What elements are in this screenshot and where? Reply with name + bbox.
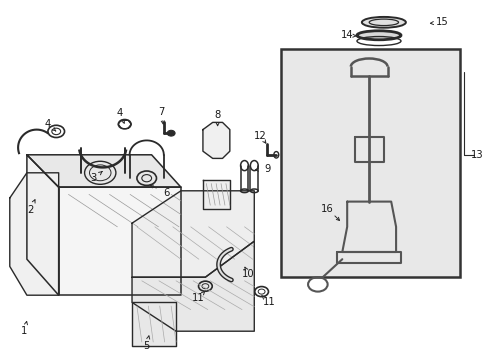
Polygon shape (354, 137, 383, 162)
Polygon shape (59, 187, 181, 295)
Ellipse shape (361, 17, 405, 28)
Polygon shape (337, 252, 400, 263)
Text: 14: 14 (340, 30, 353, 40)
Polygon shape (342, 202, 395, 252)
Polygon shape (27, 155, 59, 295)
Ellipse shape (356, 31, 400, 40)
Bar (281, 49, 459, 277)
Polygon shape (132, 191, 254, 277)
Text: 16: 16 (321, 204, 333, 214)
Polygon shape (203, 122, 229, 158)
Polygon shape (203, 180, 229, 209)
Text: 2: 2 (27, 204, 34, 215)
Text: 15: 15 (435, 17, 448, 27)
Polygon shape (132, 241, 254, 331)
Text: 1: 1 (21, 326, 28, 336)
Polygon shape (132, 302, 176, 346)
Circle shape (167, 130, 175, 136)
Text: 12: 12 (254, 131, 266, 141)
Text: 3: 3 (91, 173, 97, 183)
Polygon shape (27, 155, 181, 187)
Text: 4: 4 (45, 119, 51, 129)
Text: 11: 11 (262, 297, 275, 307)
Text: 10: 10 (242, 269, 254, 279)
Text: 4: 4 (117, 108, 122, 118)
Text: 6: 6 (163, 188, 169, 198)
Text: 11: 11 (191, 293, 204, 303)
Text: 5: 5 (143, 341, 150, 351)
Text: 9: 9 (264, 164, 271, 174)
Text: 13: 13 (469, 150, 482, 160)
Text: 8: 8 (214, 110, 220, 120)
Text: 7: 7 (158, 107, 164, 117)
Polygon shape (10, 173, 59, 295)
